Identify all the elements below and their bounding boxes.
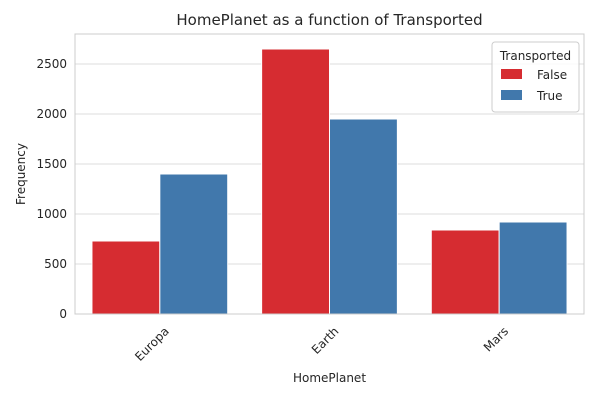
- legend-title: Transported: [499, 49, 571, 63]
- y-tick-labels: 0 500 1000 1500 2000 2500: [36, 57, 67, 321]
- x-axis-title: HomePlanet: [293, 371, 366, 385]
- bar-earth-true: [329, 118, 398, 315]
- y-tick-label: 2000: [36, 107, 67, 121]
- y-tick-label: 1000: [36, 207, 67, 221]
- legend-swatch-true: [501, 90, 522, 100]
- bar-mars-true: [498, 221, 568, 315]
- plot-frame: [74, 33, 585, 315]
- y-axis-title: Frequency: [14, 143, 28, 205]
- bar-mars-false: [430, 229, 500, 315]
- bar-europa-false: [91, 240, 161, 315]
- y-tick-label: 0: [59, 307, 67, 321]
- legend-label-true: True: [536, 89, 563, 103]
- legend-items: False True: [501, 68, 567, 103]
- legend: Transported False True: [491, 41, 580, 113]
- x-tick-label: Earth: [309, 324, 342, 357]
- bar-europa-true: [159, 173, 229, 315]
- x-tick-labels: Europa Earth Mars: [132, 324, 511, 364]
- bar-earth-false: [261, 48, 330, 315]
- y-tick-label: 1500: [36, 157, 67, 171]
- legend-label-false: False: [537, 68, 567, 82]
- y-tick-label: 2500: [36, 57, 67, 71]
- x-tick-label: Mars: [481, 324, 511, 354]
- legend-swatch-false: [501, 69, 522, 79]
- chart-title: HomePlanet as a function of Transported: [176, 11, 482, 29]
- axes-frame: [74, 33, 585, 315]
- x-tick-label: Europa: [132, 324, 172, 364]
- y-tick-label: 500: [44, 257, 67, 271]
- bars: [91, 48, 568, 315]
